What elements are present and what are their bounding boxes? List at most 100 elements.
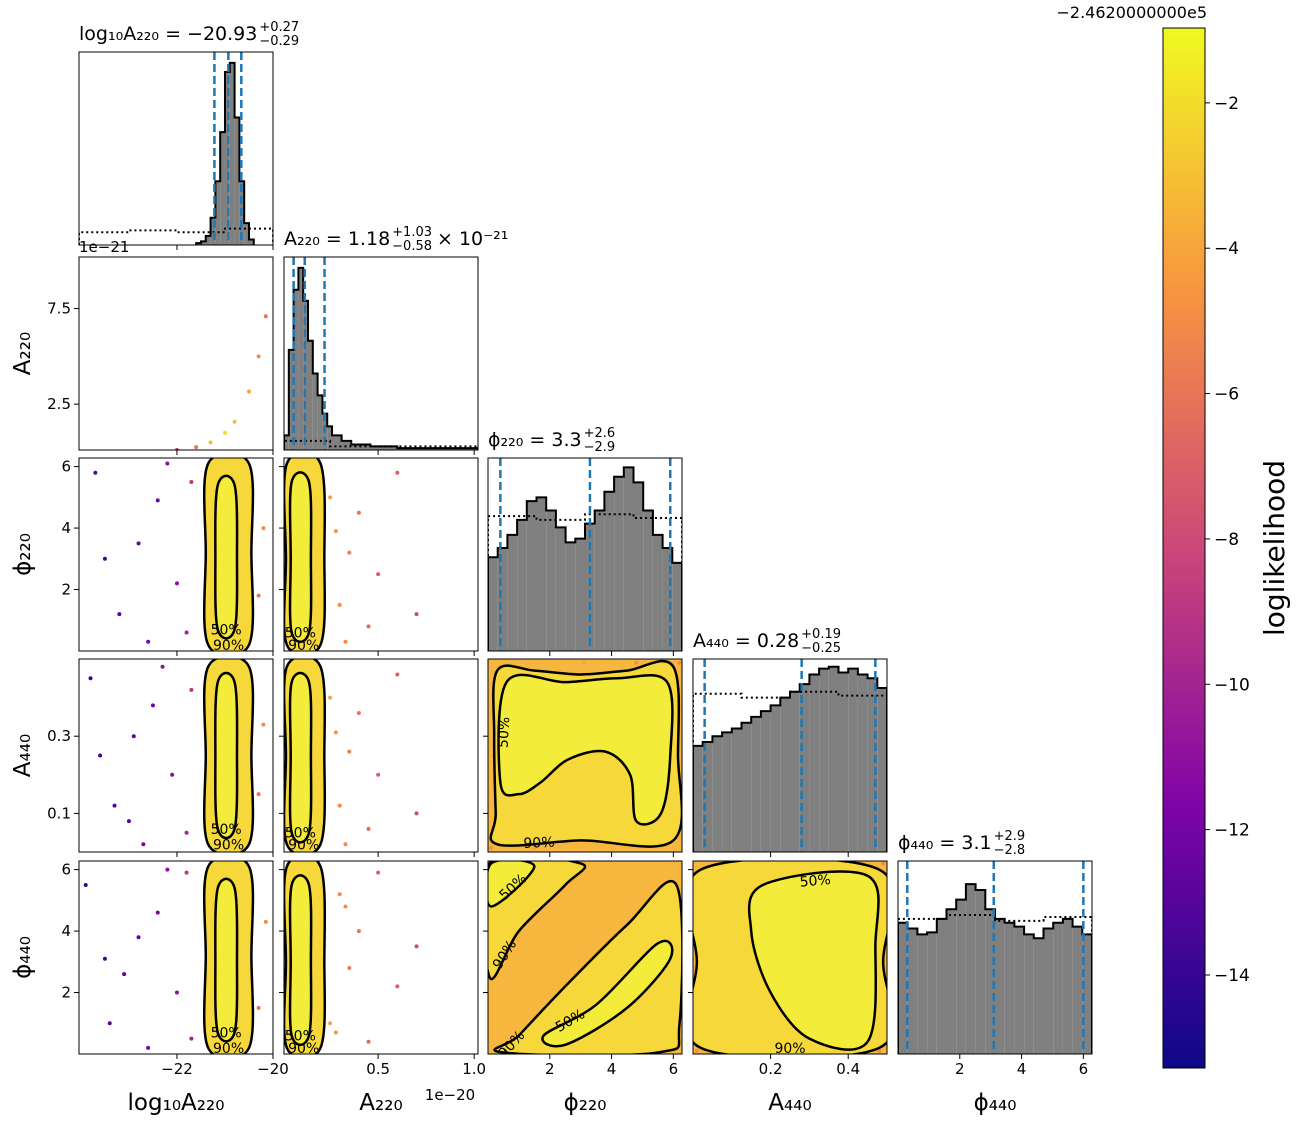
plot-area: 90%50% (83, 861, 268, 1057)
axes-frame (283, 256, 479, 451)
histogram-bar (975, 889, 986, 1054)
sample-point (881, 861, 886, 866)
sample-point (141, 842, 146, 847)
plot-area (79, 52, 273, 245)
sample-point (256, 354, 261, 359)
plot-area: 90%50% (88, 659, 266, 853)
y-tick-label: 6 (61, 458, 71, 476)
sample-point (347, 965, 352, 970)
sample-point (98, 753, 103, 758)
title-lower: −0.58 (392, 239, 432, 254)
y-tick-label: 0.3 (47, 727, 71, 745)
sample-point (189, 1036, 194, 1041)
sample-point (328, 695, 333, 700)
sample-point (232, 419, 237, 424)
sample-point (356, 510, 361, 515)
histogram-bar (200, 241, 206, 245)
sample-point (395, 470, 400, 475)
histogram-bar (224, 72, 230, 245)
histogram-bar (857, 674, 868, 852)
sample-point (263, 919, 268, 924)
sample-point (174, 990, 179, 995)
histogram-bar (1004, 922, 1015, 1054)
panel-title: A₄₄₀ = 0.28 (693, 630, 799, 652)
histogram-bar (848, 668, 858, 852)
histogram-bar (799, 684, 810, 852)
histogram-bar (308, 340, 313, 450)
sample-point (376, 772, 381, 777)
sample-point (165, 867, 170, 872)
histogram-bar (867, 678, 878, 852)
contour (493, 879, 682, 1054)
histogram-bar (1053, 922, 1063, 1054)
colorbar-tick-label: −12 (1214, 821, 1250, 841)
histogram-bar (220, 132, 225, 245)
y-tick-label: 2.5 (47, 395, 71, 413)
x-tick-label: 1.0 (462, 1060, 486, 1078)
histogram-bar (205, 235, 211, 245)
histogram-bar (623, 467, 634, 651)
x-axis-label: A₂₂₀ (359, 1090, 402, 1116)
sample-point (150, 703, 155, 708)
sample-point (256, 792, 261, 797)
sample-point (347, 550, 352, 555)
histogram-bar (1033, 938, 1044, 1054)
histogram-outline (488, 466, 682, 651)
sample-point (337, 602, 342, 607)
contour-label: 90% (213, 837, 244, 853)
sample-point (256, 593, 261, 598)
histogram-bar (877, 687, 887, 852)
contour-label: 50% (285, 626, 316, 642)
sample-point (189, 687, 194, 692)
plot-area: 90%50% (488, 659, 682, 852)
plot-area (488, 458, 682, 651)
histogram-bar (604, 491, 615, 651)
sample-point (174, 581, 179, 586)
sample-point (333, 1030, 338, 1035)
histogram-bar (712, 736, 723, 852)
x-axis-label: ϕ₂₂₀ (564, 1090, 607, 1116)
x-tick-label: 2 (545, 1060, 555, 1078)
sample-point (189, 479, 194, 484)
axes-frame (692, 860, 888, 1055)
contour (497, 673, 674, 826)
histogram-bar (838, 672, 849, 852)
histogram-bar (327, 426, 333, 450)
sample-point (366, 826, 371, 831)
histogram-bar (722, 732, 732, 852)
title-lower: −0.29 (259, 34, 299, 49)
histogram-bar (1082, 934, 1092, 1054)
histogram-bar (770, 705, 781, 852)
title-lower: −0.25 (801, 641, 841, 656)
sample-point (93, 470, 98, 475)
contour (214, 877, 239, 1043)
x-tick-label: 0.4 (836, 1060, 860, 1078)
sample-point (677, 660, 682, 665)
axes-frame (283, 658, 479, 853)
x-offset-label: 1e−20 (425, 1086, 475, 1104)
sample-point (136, 541, 141, 546)
axes-frame (78, 256, 274, 451)
sample-point (366, 624, 371, 629)
sample-point (634, 660, 639, 665)
histogram-bar (303, 300, 309, 450)
contour-label: 90% (213, 1041, 244, 1057)
title-upper: +0.19 (801, 627, 841, 642)
contour (488, 861, 536, 908)
y-axis-label: A₂₂₀ (10, 332, 36, 375)
histogram-bar (780, 697, 790, 852)
x-tick-label: −22 (161, 1060, 193, 1078)
histogram-bar (662, 547, 673, 651)
histogram-bar (1043, 928, 1054, 1054)
sample-point (155, 498, 160, 503)
y-tick-label: 6 (61, 861, 71, 879)
histogram-bar (898, 922, 908, 1054)
sample-point (208, 440, 213, 445)
contour (214, 474, 239, 640)
histogram-bar (317, 395, 323, 450)
histogram-bar (332, 435, 342, 450)
sample-point (122, 972, 127, 977)
y-axis-label: ϕ₄₄₀ (10, 936, 36, 979)
contour-label: 50% (285, 1029, 316, 1045)
